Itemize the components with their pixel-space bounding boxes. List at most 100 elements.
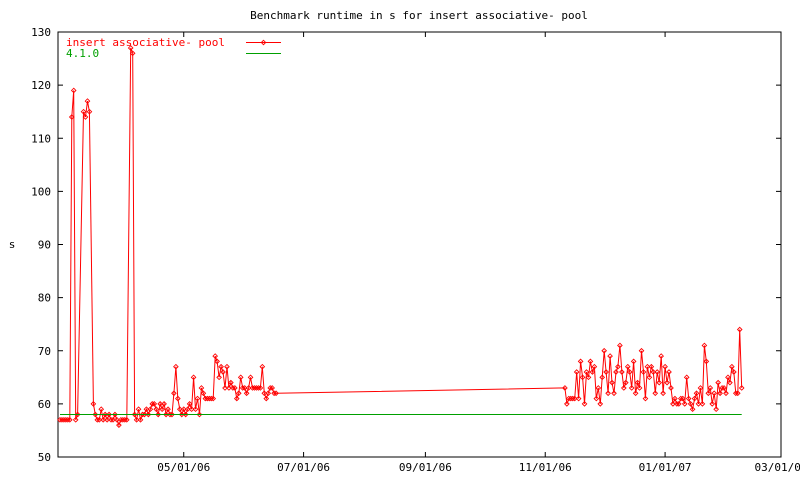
data-point: [92, 411, 99, 418]
data-point: [175, 395, 181, 402]
data-point: [74, 411, 81, 418]
data-point: [116, 422, 122, 428]
y-tick-label: 120: [31, 79, 51, 92]
data-point: [141, 411, 148, 418]
y-tick-label: 110: [31, 132, 51, 145]
data-point: [564, 401, 570, 407]
data-point: [63, 416, 69, 423]
data-point: [98, 406, 105, 413]
data-point: [178, 411, 185, 418]
data-point: [241, 385, 248, 391]
data-point: [725, 374, 731, 381]
data-point: [707, 385, 714, 391]
data-point: [167, 411, 173, 418]
data-point: [222, 385, 228, 391]
data-point: [176, 406, 183, 413]
data-point: [583, 369, 590, 375]
data-point: [703, 358, 710, 365]
data-point: [689, 406, 696, 413]
data-point: [169, 411, 175, 418]
data-point: [66, 416, 73, 423]
data-point: [192, 406, 199, 413]
data-point: [607, 353, 613, 359]
data-point: [654, 369, 661, 375]
data-point: [650, 369, 657, 375]
y-tick-label: 60: [38, 398, 51, 411]
data-point: [265, 390, 272, 397]
data-point: [605, 390, 611, 397]
y-axis: 50 60 70 80 90 100 110 120 130: [31, 26, 781, 464]
x-tick-label: 09/01/06: [399, 461, 452, 474]
data-point: [705, 390, 712, 397]
y-tick-label: 80: [38, 292, 51, 305]
data-point: [163, 411, 169, 418]
data-point: [259, 363, 266, 370]
data-point: [104, 416, 110, 423]
data-point: [727, 379, 733, 386]
data-point: [237, 374, 244, 381]
data-point: [255, 385, 262, 391]
data-point: [273, 390, 279, 397]
data-point: [186, 401, 193, 407]
data-point: [601, 347, 608, 354]
data-point: [110, 416, 116, 423]
data-point: [644, 363, 651, 370]
legend-label-series-1: insert associative- pool: [66, 36, 225, 49]
data-point: [565, 395, 572, 402]
data-point: [617, 342, 623, 349]
data-point: [717, 390, 723, 397]
data-point: [208, 395, 215, 402]
data-point: [206, 395, 213, 402]
data-point: [102, 411, 108, 418]
data-point: [674, 401, 680, 407]
data-point: [233, 395, 240, 402]
data-point: [114, 416, 120, 423]
data-point: [636, 385, 643, 391]
data-point: [159, 406, 165, 413]
data-point: [579, 374, 586, 381]
data-point: [575, 395, 582, 402]
data-point: [68, 114, 75, 120]
data-point: [151, 401, 158, 407]
data-point: [593, 395, 600, 402]
data-point: [96, 416, 103, 423]
y-tick-label: 50: [38, 451, 51, 464]
data-point: [615, 363, 621, 370]
x-axis: 05/01/06 07/01/06 09/01/06 11/01/06 01/01/07…: [157, 32, 800, 474]
data-point: [581, 401, 588, 407]
data-point: [646, 374, 653, 381]
data-point: [251, 385, 258, 391]
data-point: [118, 416, 124, 423]
data-point: [228, 379, 234, 386]
data-point: [184, 406, 191, 413]
y-tick-label: 130: [31, 26, 51, 39]
data-point: [82, 114, 89, 120]
data-point: [106, 411, 112, 418]
data-point: [133, 416, 140, 423]
data-point: [634, 379, 641, 386]
data-point: [658, 353, 664, 359]
data-point: [247, 374, 254, 381]
data-point: [638, 347, 645, 354]
data-point: [86, 108, 93, 115]
data-point: [131, 411, 138, 418]
data-point: [180, 406, 187, 413]
data-point: [64, 416, 71, 423]
data-point: [699, 401, 706, 407]
data-point: [723, 390, 729, 397]
data-point: [57, 416, 63, 423]
chart-title: Benchmark runtime in s for insert associ…: [250, 9, 588, 22]
series-line-1: [60, 47, 743, 427]
data-point: [196, 411, 203, 418]
data-point: [173, 363, 179, 370]
data-point: [245, 385, 252, 391]
data-point: [729, 363, 735, 370]
data-point: [734, 390, 741, 397]
data-point: [693, 390, 700, 397]
data-point: [226, 385, 232, 391]
data-point: [664, 379, 670, 386]
data-point: [220, 369, 226, 375]
data-point: [243, 390, 250, 397]
data-point: [135, 406, 142, 413]
data-point: [640, 369, 647, 375]
